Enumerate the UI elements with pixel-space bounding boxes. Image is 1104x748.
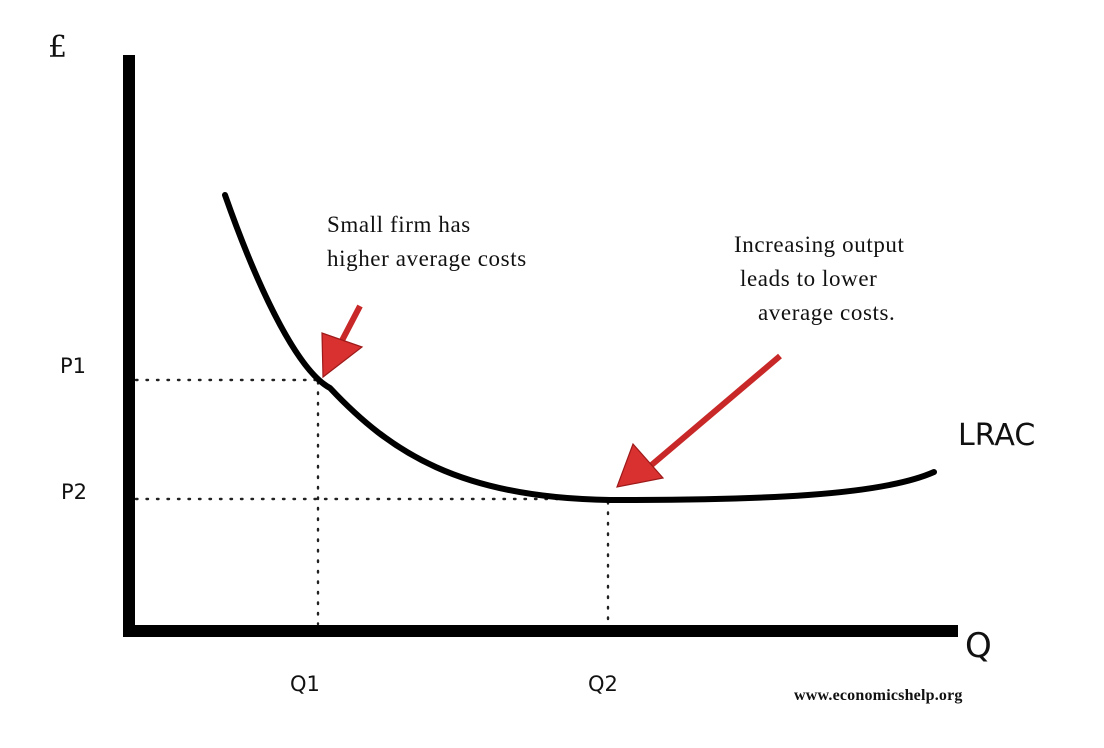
arrow-increasing-output [616, 353, 782, 488]
annotation-increasing-output: Increasing output leads to lower average… [734, 228, 905, 330]
lrac-curve [222, 192, 937, 504]
y-axis [123, 55, 135, 635]
tick-q2: Q2 [588, 672, 618, 696]
guide-lines [134, 378, 610, 626]
arrow-small-firm [321, 304, 364, 379]
annotation-increasing-output-line1: Increasing output [734, 232, 905, 257]
annotation-small-firm: Small firm has higher average costs [327, 208, 527, 276]
tick-p2: P2 [61, 480, 88, 504]
x-axis-label: Q [965, 626, 992, 666]
annotation-increasing-output-line2: leads to lower [740, 266, 878, 291]
annotation-small-firm-line2: higher average costs [327, 246, 527, 271]
annotation-increasing-output-line3: average costs. [758, 300, 896, 325]
y-axis-label: £ [48, 30, 68, 65]
annotation-small-firm-line1: Small firm has [327, 212, 471, 237]
tick-p1: P1 [60, 354, 87, 378]
curve-label-lrac: LRAC [958, 418, 1036, 453]
tick-q1: Q1 [290, 672, 320, 696]
x-axis [123, 625, 958, 637]
source-credit: www.economicshelp.org [794, 687, 963, 704]
